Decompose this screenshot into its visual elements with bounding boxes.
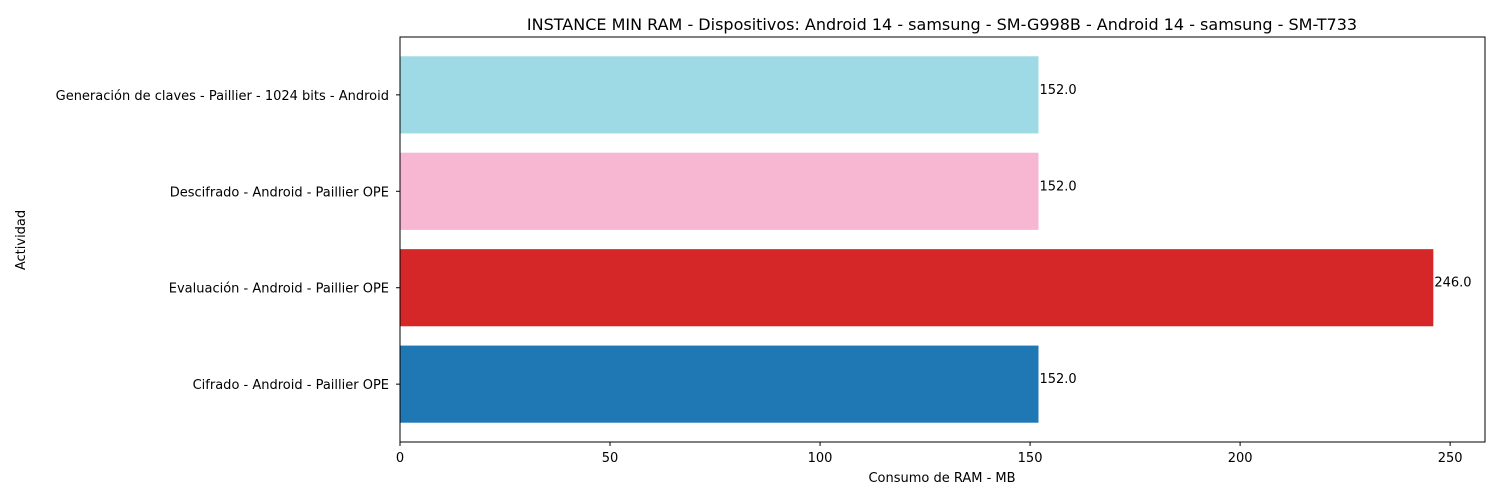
bar-value-label: 152.0 xyxy=(1039,179,1076,194)
x-tick-label: 200 xyxy=(1228,451,1253,466)
bar xyxy=(400,152,1039,230)
y-tick-label: Cifrado - Android - Paillier OPE xyxy=(193,378,389,393)
bars-group xyxy=(400,56,1434,423)
y-axis-ticks: Cifrado - Android - Paillier OPE Evaluaci… xyxy=(56,89,400,393)
y-tick-label: Descifrado - Android - Paillier OPE xyxy=(170,185,389,200)
value-labels-group: 152.0 246.0 152.0 152.0 xyxy=(1039,83,1471,387)
y-tick-label: Evaluación - Android - Paillier OPE xyxy=(169,282,389,297)
y-tick-label: Generación de claves - Paillier - 1024 b… xyxy=(56,89,389,104)
x-tick-label: 150 xyxy=(1018,451,1043,466)
y-axis-label: Actividad xyxy=(14,210,29,270)
x-tick-label: 0 xyxy=(396,451,404,466)
chart-title: INSTANCE MIN RAM - Dispositivos: Android… xyxy=(527,15,1357,34)
bar-value-label: 246.0 xyxy=(1434,276,1471,291)
bar xyxy=(400,345,1039,423)
bar-value-label: 152.0 xyxy=(1039,83,1076,98)
x-axis-ticks: 0 50 100 150 200 250 xyxy=(396,442,1463,466)
x-tick-label: 100 xyxy=(808,451,833,466)
bar xyxy=(400,56,1039,134)
plot-area-frame xyxy=(399,36,1486,443)
x-axis-label: Consumo de RAM - MB xyxy=(868,471,1015,486)
bar xyxy=(400,249,1434,327)
bar-value-label: 152.0 xyxy=(1039,372,1076,387)
x-tick-label: 250 xyxy=(1438,451,1463,466)
x-tick-label: 50 xyxy=(602,451,619,466)
